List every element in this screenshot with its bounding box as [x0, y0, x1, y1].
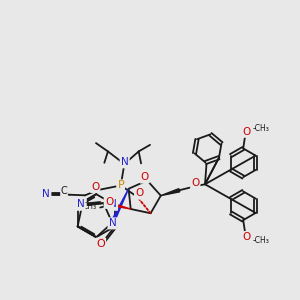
Text: N: N	[121, 157, 129, 167]
Text: N: N	[78, 199, 86, 209]
Text: N: N	[42, 188, 50, 199]
Text: O: O	[104, 198, 113, 208]
Text: O: O	[105, 197, 113, 207]
Text: N: N	[43, 189, 51, 199]
Text: O: O	[191, 179, 199, 189]
Text: O: O	[91, 182, 99, 192]
Text: N: N	[121, 158, 128, 167]
Text: N: N	[110, 200, 117, 210]
Text: O: O	[97, 238, 105, 248]
Text: CH₃: CH₃	[82, 202, 97, 211]
Text: P: P	[117, 181, 124, 190]
Text: O: O	[242, 127, 250, 137]
Text: N: N	[77, 199, 85, 208]
Text: O: O	[242, 232, 250, 242]
Text: N: N	[75, 200, 83, 210]
Text: -CH₃: -CH₃	[253, 124, 270, 133]
Text: O: O	[97, 239, 105, 249]
Text: N: N	[76, 199, 83, 209]
Text: O: O	[140, 172, 148, 182]
Polygon shape	[112, 203, 131, 209]
Text: N: N	[108, 218, 116, 228]
Text: N: N	[109, 218, 117, 228]
Text: N: N	[109, 199, 117, 209]
Text: O: O	[91, 182, 100, 192]
Polygon shape	[111, 189, 129, 224]
Text: O: O	[141, 172, 149, 182]
Text: C: C	[61, 186, 68, 196]
Polygon shape	[161, 189, 180, 196]
Text: -CH₃: -CH₃	[253, 236, 270, 245]
Text: O: O	[191, 178, 200, 188]
Text: O: O	[242, 232, 250, 242]
Text: O: O	[136, 188, 144, 198]
Text: O: O	[242, 127, 250, 137]
Text: P: P	[117, 181, 124, 190]
Text: O: O	[135, 189, 143, 199]
